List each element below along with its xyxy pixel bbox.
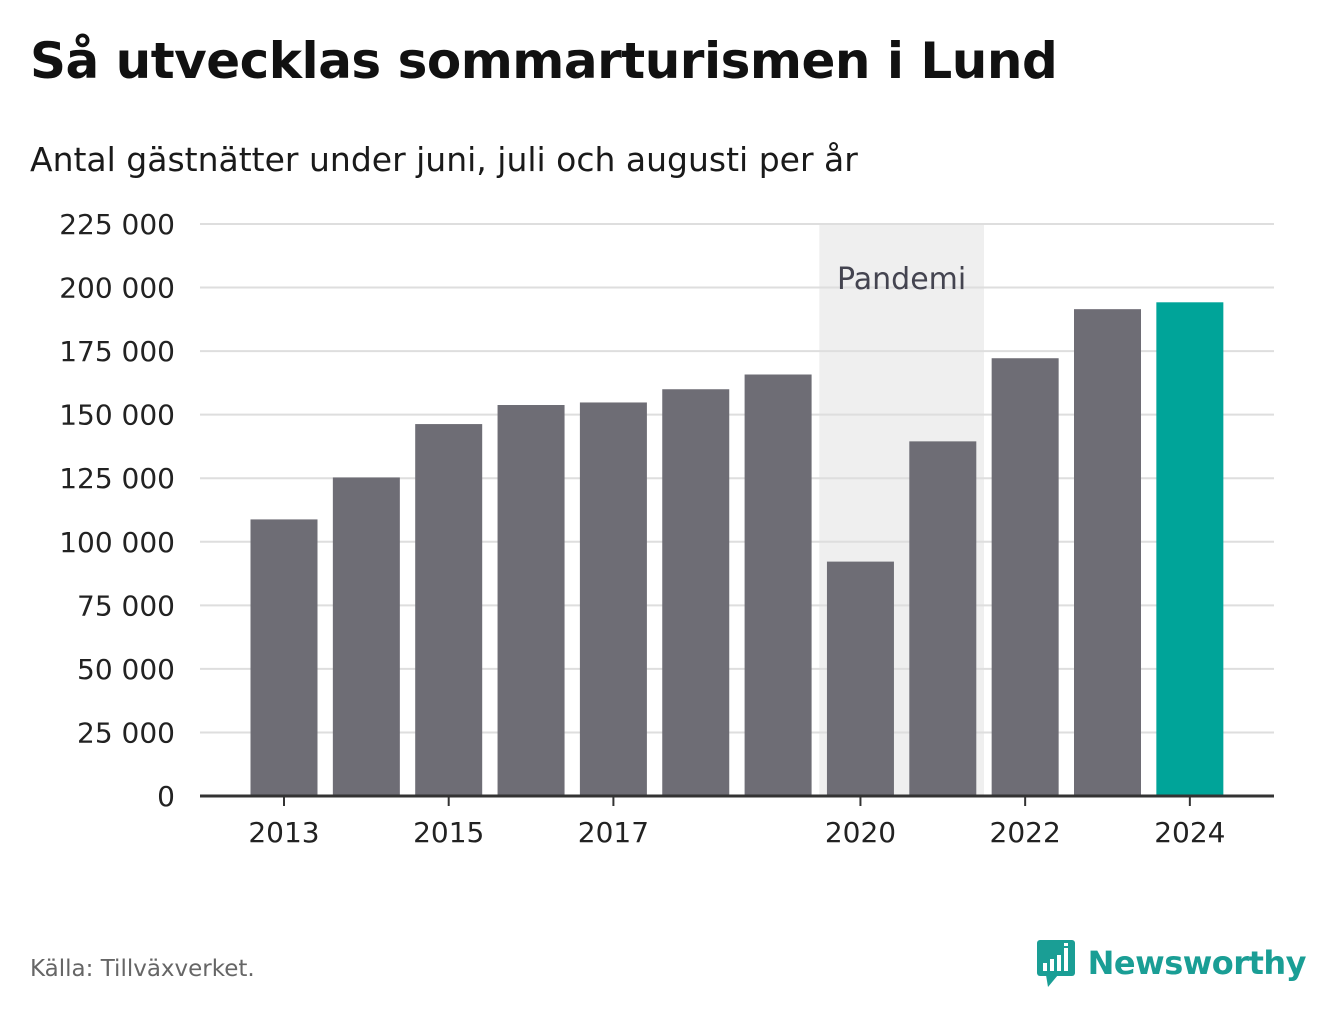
bar-2013	[250, 519, 318, 796]
bar-2017	[579, 402, 647, 796]
x-tick-label: 2022	[990, 816, 1061, 849]
bar-2023	[1074, 309, 1141, 796]
y-tick-label: 25 000	[77, 716, 175, 749]
bar-2019	[744, 374, 812, 796]
y-tick-label: 50 000	[77, 653, 175, 686]
y-tick-label: 175 000	[59, 335, 175, 368]
y-tick-label: 100 000	[59, 526, 175, 559]
brand-name: Newsworthy	[1087, 944, 1307, 982]
bar-2022	[991, 358, 1059, 796]
y-tick-label: 75 000	[77, 589, 175, 622]
bar-2018	[662, 389, 730, 796]
chart-subtitle: Antal gästnätter under juni, juli och au…	[30, 140, 858, 179]
source-note: Källa: Tillväxverket.	[30, 956, 255, 982]
x-tick-label: 2015	[413, 816, 484, 849]
x-axis-ticks: 2013 2015 2017 2020 2022 2024	[248, 796, 1225, 849]
pandemic-label: Pandemi	[837, 262, 966, 297]
x-tick-label: 2017	[578, 816, 649, 849]
y-axis-ticks: 0 25 000 50 000 75 000 100 000 125 000 150 000…	[59, 208, 175, 813]
chart-title: Så utvecklas sommarturismen i Lund	[30, 32, 1058, 90]
x-tick-label: 2020	[825, 816, 896, 849]
y-tick-label: 200 000	[59, 272, 175, 305]
x-tick-label: 2013	[248, 816, 319, 849]
bar-2024	[1156, 302, 1224, 796]
x-tick-label: 2024	[1154, 816, 1225, 849]
y-tick-label: 125 000	[59, 462, 175, 495]
bar-2021	[909, 441, 977, 796]
brand-logo: Newsworthy	[1036, 938, 1307, 988]
bar-2014	[332, 477, 400, 796]
y-tick-label: 0	[157, 780, 175, 813]
bar-chart-speech-bubble-icon	[1036, 938, 1076, 988]
bar-2020	[826, 561, 894, 796]
bar-2015	[415, 424, 483, 796]
y-tick-label: 225 000	[59, 208, 175, 241]
bar-2016	[497, 405, 565, 796]
annotations: Pandemi	[837, 262, 966, 297]
y-tick-label: 150 000	[59, 399, 175, 432]
bars	[250, 302, 1224, 796]
